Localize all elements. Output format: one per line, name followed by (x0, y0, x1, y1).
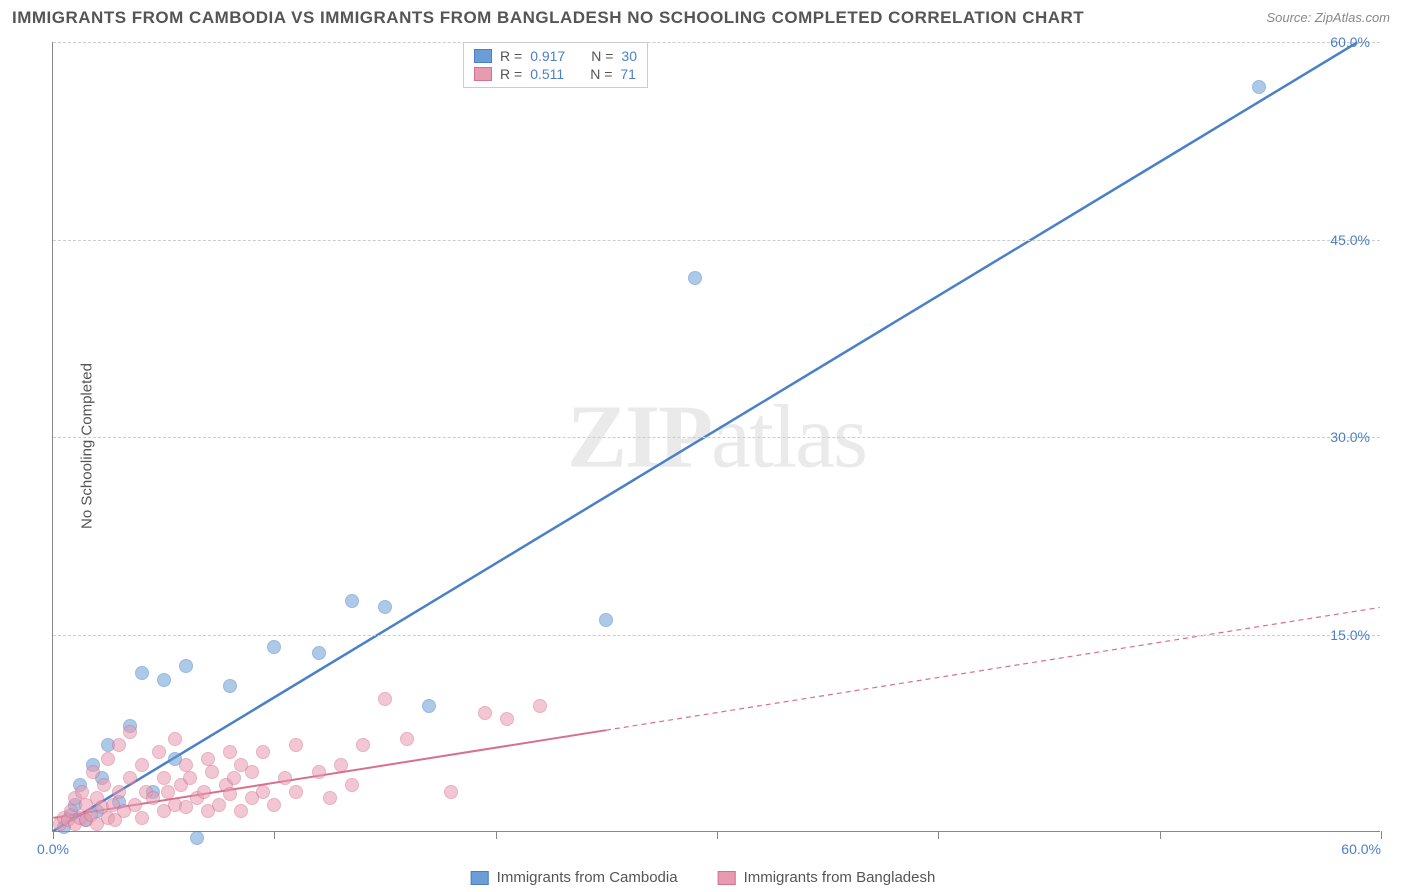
correlation-legend: R = 0.917 N = 30 R = 0.511 N = 71 (463, 42, 648, 88)
source-attribution: Source: ZipAtlas.com (1266, 10, 1390, 25)
scatter-point (500, 712, 514, 726)
scatter-point (312, 646, 326, 660)
scatter-point (152, 745, 166, 759)
scatter-point (205, 765, 219, 779)
y-tick-label: 45.0% (1330, 232, 1370, 248)
scatter-point (356, 738, 370, 752)
n-label: N = (591, 48, 613, 64)
series-name: Immigrants from Cambodia (497, 869, 678, 886)
r-value: 0.511 (530, 66, 564, 82)
scatter-point (135, 811, 149, 825)
chart-title: IMMIGRANTS FROM CAMBODIA VS IMMIGRANTS F… (12, 8, 1084, 28)
scatter-point (123, 771, 137, 785)
scatter-point (400, 732, 414, 746)
x-tick-label: 0.0% (37, 841, 69, 857)
scatter-point (157, 673, 171, 687)
scatter-point (183, 771, 197, 785)
scatter-point (157, 771, 171, 785)
x-tick (274, 831, 275, 839)
scatter-point (97, 778, 111, 792)
r-label: R = (500, 66, 522, 82)
scatter-point (278, 771, 292, 785)
scatter-point (312, 765, 326, 779)
scatter-point (223, 787, 237, 801)
x-tick (53, 831, 54, 839)
scatter-point (289, 738, 303, 752)
scatter-point (190, 831, 204, 845)
n-label: N = (590, 66, 612, 82)
x-tick (496, 831, 497, 839)
scatter-point (101, 752, 115, 766)
x-tick (1381, 831, 1382, 839)
r-label: R = (500, 48, 522, 64)
scatter-point (112, 785, 126, 799)
correlation-legend-row: R = 0.917 N = 30 (474, 47, 637, 65)
scatter-point (1252, 80, 1266, 94)
scatter-point (378, 600, 392, 614)
grid-line (53, 42, 1380, 43)
scatter-point (267, 798, 281, 812)
scatter-point (223, 679, 237, 693)
scatter-point (323, 791, 337, 805)
scatter-point (256, 785, 270, 799)
x-tick (717, 831, 718, 839)
x-tick (1160, 831, 1161, 839)
series-name: Immigrants from Bangladesh (744, 869, 936, 886)
scatter-point (201, 752, 215, 766)
grid-line (53, 240, 1380, 241)
scatter-point (227, 771, 241, 785)
scatter-point (378, 692, 392, 706)
scatter-point (256, 745, 270, 759)
legend-swatch (474, 67, 492, 81)
scatter-point (75, 785, 89, 799)
scatter-point (289, 785, 303, 799)
y-tick-label: 15.0% (1330, 627, 1370, 643)
series-legend: Immigrants from Cambodia Immigrants from … (471, 869, 936, 886)
r-value: 0.917 (530, 48, 565, 64)
scatter-point (146, 791, 160, 805)
x-tick-label: 60.0% (1341, 841, 1381, 857)
correlation-legend-row: R = 0.511 N = 71 (474, 65, 637, 83)
scatter-point (422, 699, 436, 713)
legend-swatch (471, 871, 489, 885)
scatter-point (161, 785, 175, 799)
scatter-point (688, 271, 702, 285)
scatter-point (444, 785, 458, 799)
n-value: 71 (620, 66, 636, 82)
n-value: 30 (621, 48, 637, 64)
legend-swatch (718, 871, 736, 885)
scatter-point (234, 804, 248, 818)
scatter-point (179, 758, 193, 772)
scatter-point (599, 613, 613, 627)
scatter-point (345, 594, 359, 608)
scatter-point (86, 765, 100, 779)
scatter-point (267, 640, 281, 654)
scatter-point (212, 798, 226, 812)
scatter-point (223, 745, 237, 759)
y-tick-label: 60.0% (1330, 34, 1370, 50)
y-tick-label: 30.0% (1330, 429, 1370, 445)
scatter-point (478, 706, 492, 720)
scatter-point (345, 778, 359, 792)
trend-line-dashed (606, 607, 1380, 730)
scatter-point (334, 758, 348, 772)
plot-area: ZIPatlas 15.0%30.0%45.0%60.0% 0.0%60.0% … (52, 42, 1380, 832)
scatter-point (112, 738, 126, 752)
x-tick (938, 831, 939, 839)
scatter-point (123, 725, 137, 739)
scatter-point (135, 666, 149, 680)
scatter-point (135, 758, 149, 772)
legend-swatch (474, 49, 492, 63)
grid-line (53, 437, 1380, 438)
scatter-point (533, 699, 547, 713)
series-legend-item: Immigrants from Bangladesh (718, 869, 936, 886)
scatter-point (197, 785, 211, 799)
scatter-point (128, 798, 142, 812)
series-legend-item: Immigrants from Cambodia (471, 869, 678, 886)
scatter-point (245, 765, 259, 779)
scatter-point (179, 659, 193, 673)
grid-line (53, 635, 1380, 636)
scatter-point (168, 732, 182, 746)
